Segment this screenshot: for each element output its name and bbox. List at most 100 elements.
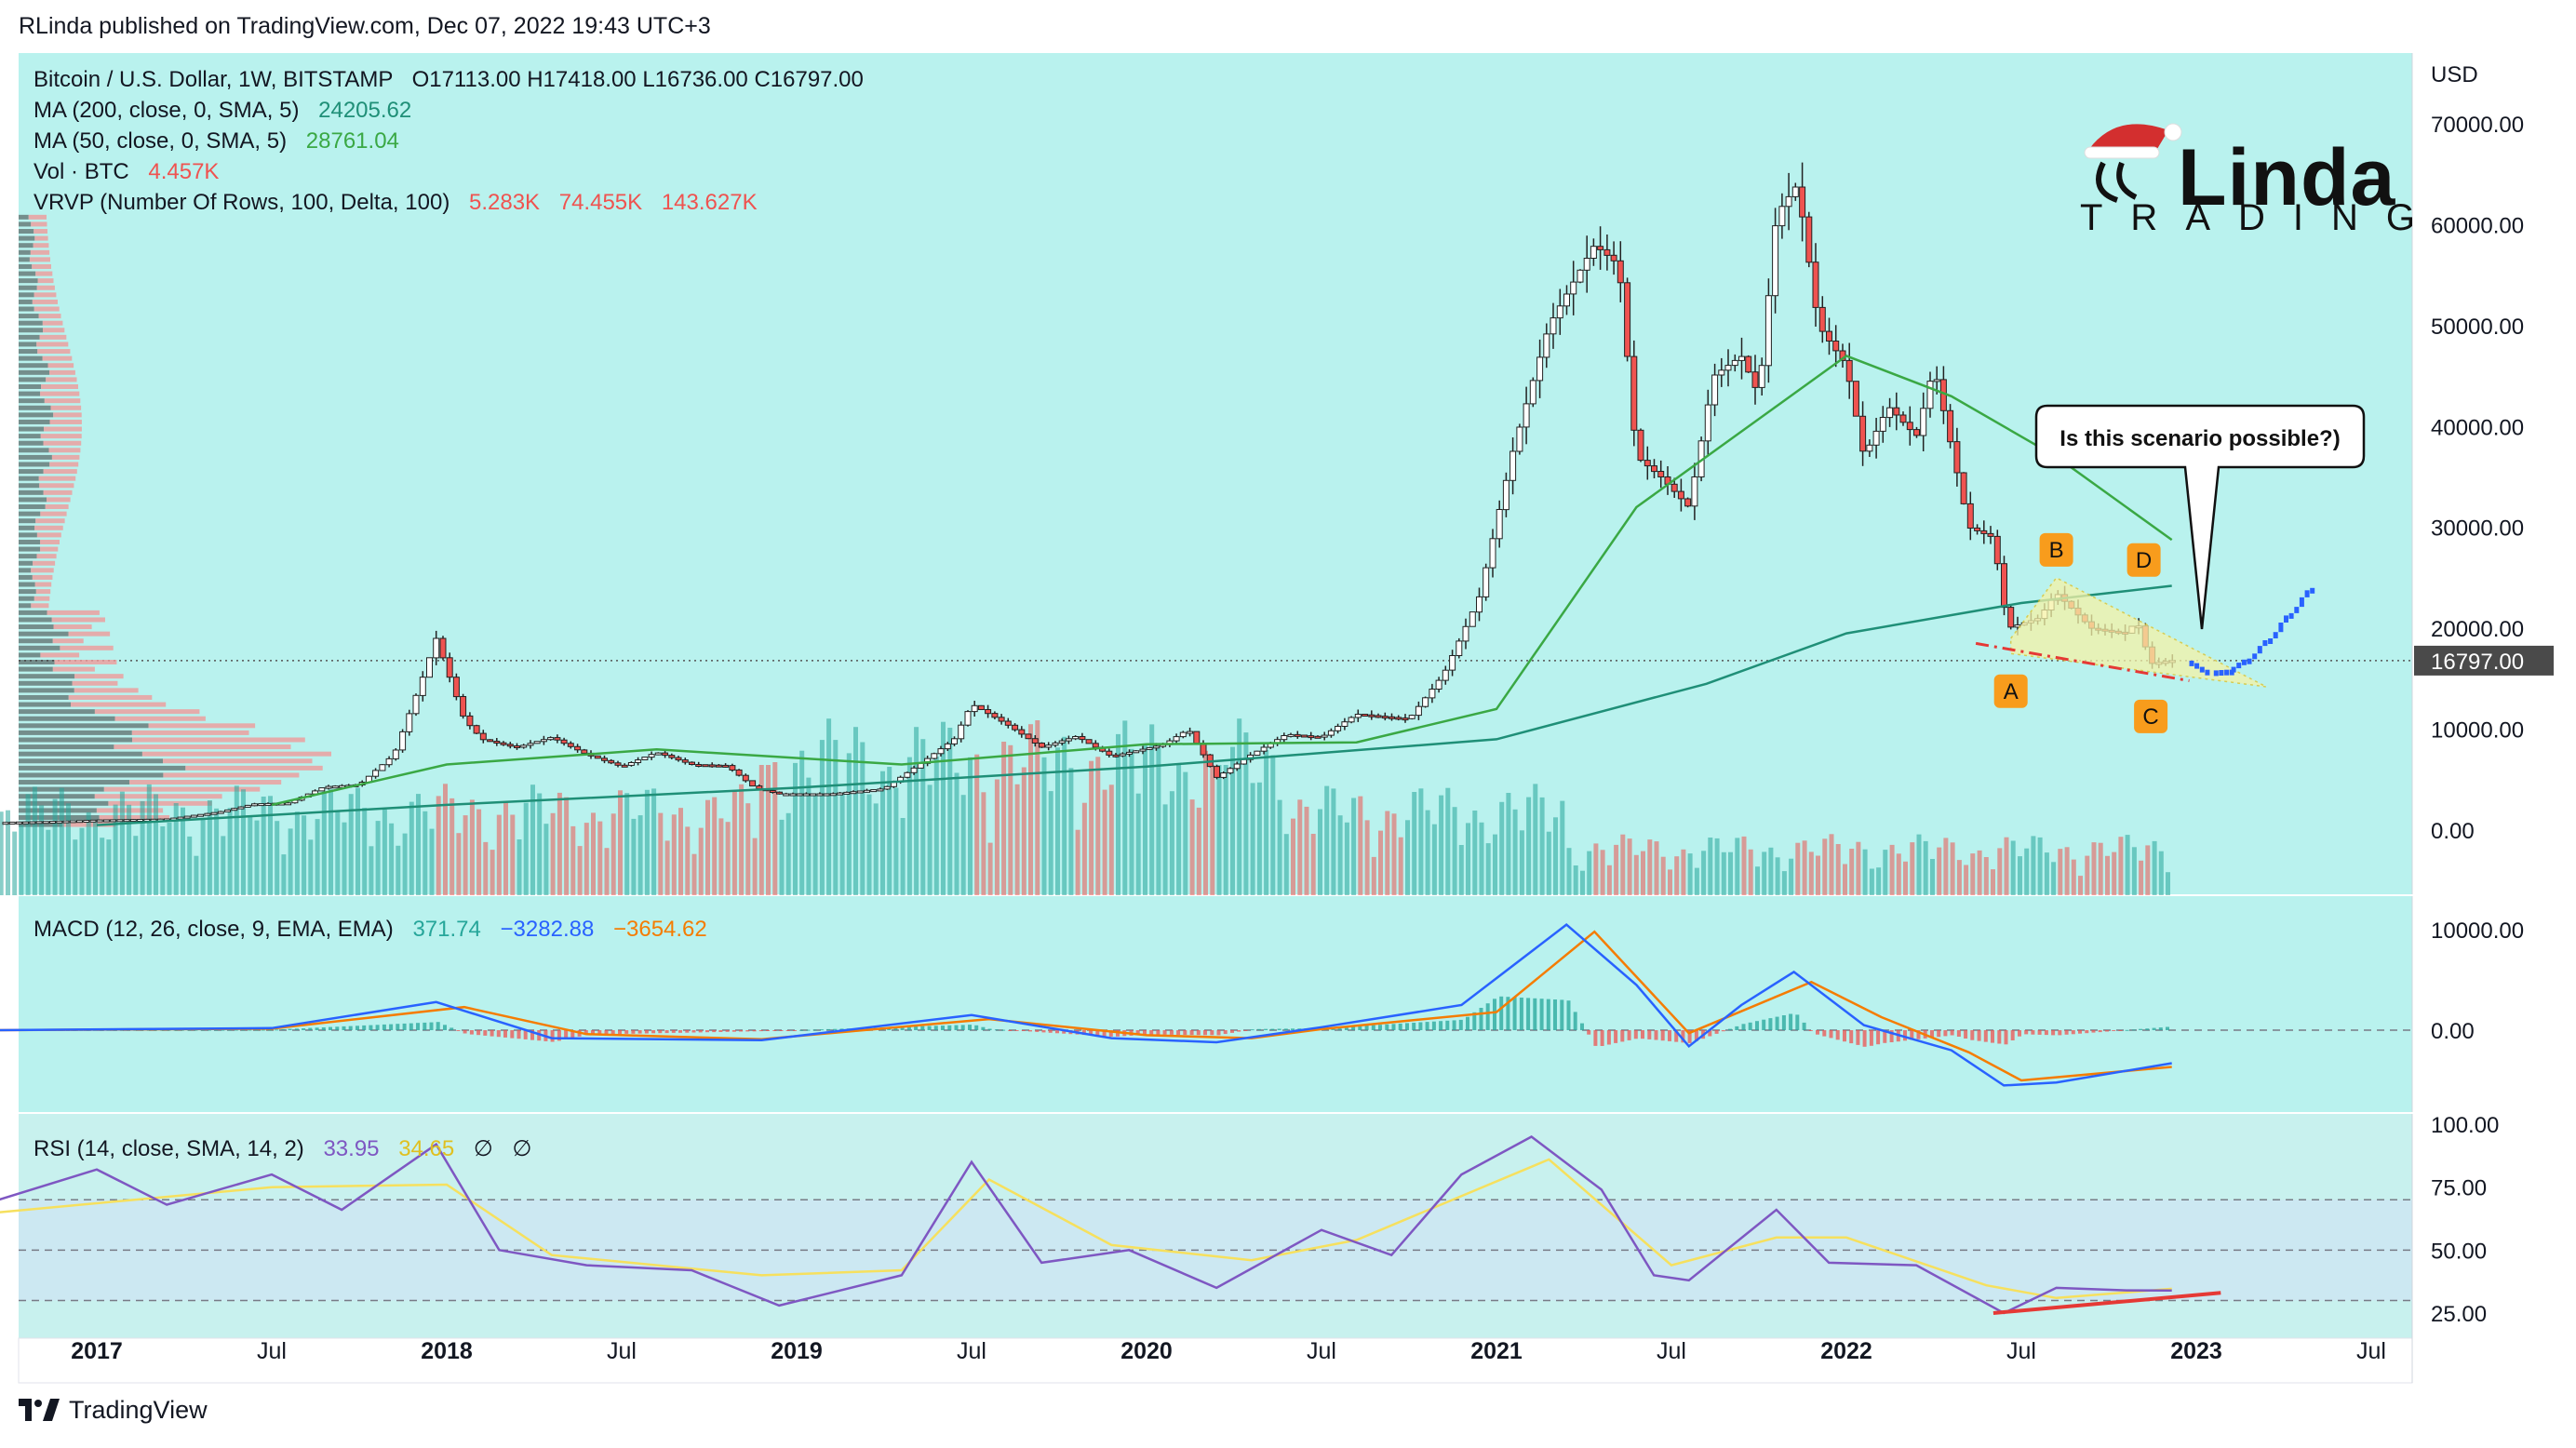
volume-bar xyxy=(685,826,691,895)
time-axis-label: 2023 xyxy=(2170,1338,2222,1364)
candle-body xyxy=(137,819,144,822)
candle-body xyxy=(1173,736,1180,742)
volume-bar xyxy=(321,791,327,895)
wave-label-c: C xyxy=(2142,704,2158,730)
rsi-value-4: ∅ xyxy=(512,1136,532,1161)
projection-bar xyxy=(2294,607,2300,613)
volume-bar xyxy=(691,853,697,895)
volume-bar xyxy=(86,811,91,895)
candle-body xyxy=(1327,730,1335,736)
candle-body xyxy=(1543,333,1550,358)
volume-profile-sell-row xyxy=(99,814,170,820)
macd-histogram-bar xyxy=(1808,1030,1813,1031)
macd-histogram-bar xyxy=(941,1026,945,1030)
macd-histogram-bar xyxy=(1378,1025,1382,1030)
macd-histogram-bar xyxy=(342,1026,346,1030)
macd-histogram-bar xyxy=(731,1030,736,1032)
rsi-value-1: 33.95 xyxy=(323,1136,380,1161)
macd-histogram-bar xyxy=(496,1030,501,1038)
volume-bar xyxy=(1169,791,1174,895)
macd-histogram-bar xyxy=(2064,1030,2069,1035)
candle-body xyxy=(76,820,83,824)
candle-body xyxy=(237,806,245,810)
candle-body xyxy=(601,758,608,761)
macd-histogram-bar xyxy=(1816,1030,1819,1035)
candle-body xyxy=(883,785,891,790)
volume-profile-buy-row xyxy=(19,808,97,813)
candle-body xyxy=(1845,359,1853,382)
volume-bar xyxy=(1660,856,1666,895)
volume-profile-buy-row xyxy=(19,214,29,220)
macd-histogram-bar xyxy=(1189,1030,1194,1036)
macd-histogram-bar xyxy=(1762,1019,1766,1030)
candle-body xyxy=(1422,697,1429,707)
logo-name: Linda xyxy=(2178,133,2396,222)
volume-profile-sell-row xyxy=(49,462,79,467)
macd-histogram-bar xyxy=(1156,1030,1161,1035)
candle-body xyxy=(843,791,851,795)
macd-histogram-bar xyxy=(1843,1030,1846,1042)
volume-profile-buy-row xyxy=(19,680,73,686)
volume-bar xyxy=(577,846,583,895)
macd-histogram-bar xyxy=(1358,1026,1362,1030)
macd-histogram-bar xyxy=(409,1023,413,1030)
volume-profile-sell-row xyxy=(60,645,114,650)
volume-bar xyxy=(449,798,455,895)
volume-bar xyxy=(1533,784,1538,895)
candle-body xyxy=(1502,479,1509,511)
price-pane-bg xyxy=(19,53,2412,895)
volume-bar xyxy=(1378,830,1383,895)
macd-histogram-bar xyxy=(1291,1028,1295,1030)
volume-profile-buy-row xyxy=(19,694,69,700)
macd-histogram-bar xyxy=(758,1030,763,1032)
time-axis-label: 2021 xyxy=(1470,1338,1523,1364)
volume-bar xyxy=(1620,834,1626,895)
volume-profile-sell-row xyxy=(35,518,65,524)
volume-bar xyxy=(927,784,932,895)
candle-body xyxy=(1758,365,1765,388)
macd-histogram-bar xyxy=(1169,1030,1174,1035)
volume-profile-buy-row xyxy=(19,412,54,418)
volume-profile-buy-row xyxy=(19,751,142,757)
candle-body xyxy=(1677,490,1684,500)
macd-histogram-bar xyxy=(2018,1030,2021,1037)
candle-body xyxy=(668,755,676,758)
price-axis-tick: 50000.00 xyxy=(2431,315,2524,340)
macd-histogram-bar xyxy=(436,1022,440,1030)
macd-histogram-bar xyxy=(1997,1030,2002,1044)
volume-profile-buy-row xyxy=(19,328,43,333)
candle-body xyxy=(1947,409,1954,443)
volume-bar xyxy=(409,801,414,895)
macd-histogram-bar xyxy=(1883,1030,1887,1043)
volume-profile-buy-row xyxy=(19,334,40,340)
volume-profile-buy-row xyxy=(19,320,43,326)
candle-body xyxy=(1489,538,1496,569)
volume-profile-sell-row xyxy=(47,497,71,503)
volume-bar xyxy=(234,785,239,895)
volume-bar xyxy=(1331,788,1336,895)
volume-bar xyxy=(302,815,307,895)
candle-body xyxy=(1233,763,1241,770)
macd-histogram-bar xyxy=(302,1028,306,1030)
volume-bar xyxy=(1418,788,1424,895)
macd-histogram-bar xyxy=(1633,1030,1638,1039)
macd-histogram-bar xyxy=(557,1030,561,1041)
macd-histogram-bar xyxy=(1062,1030,1067,1034)
macd-histogram-bar xyxy=(1210,1030,1214,1036)
macd-histogram-bar xyxy=(806,1029,811,1031)
projection-bar xyxy=(2252,653,2258,660)
volume-bar xyxy=(2058,849,2063,895)
volume-bar xyxy=(1129,748,1134,895)
candle-body xyxy=(69,820,76,824)
macd-histogram-bar xyxy=(503,1030,507,1038)
macd-histogram-bar xyxy=(1869,1030,1873,1046)
volume-profile-sell-row xyxy=(94,794,222,799)
candle-body xyxy=(62,820,70,824)
macd-histogram-bar xyxy=(1001,1029,1006,1031)
volume-bar xyxy=(1896,853,1901,895)
volume-profile-sell-row xyxy=(34,292,57,298)
volume-profile-buy-row xyxy=(19,518,36,524)
candle-body xyxy=(1408,715,1415,719)
volume-bar xyxy=(618,790,623,895)
volume-bar xyxy=(1472,811,1478,895)
